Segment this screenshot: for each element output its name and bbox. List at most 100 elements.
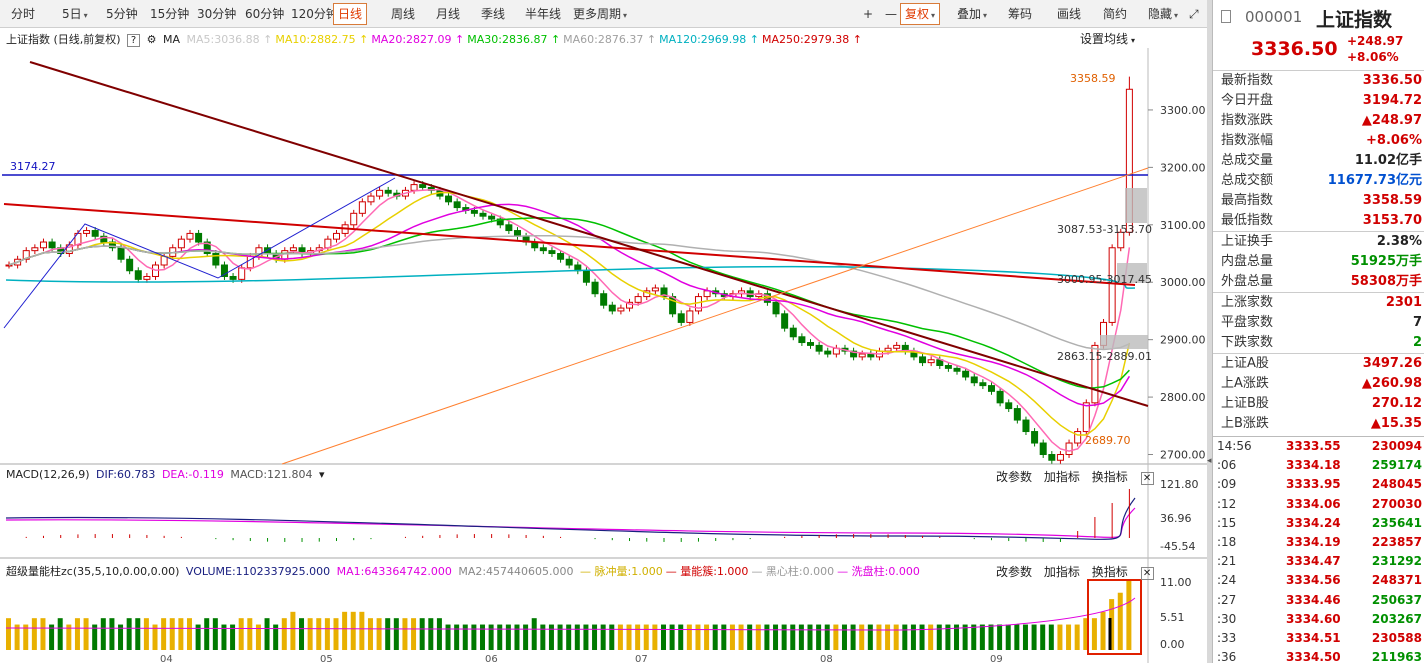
period-tab-0[interactable]: 分时 <box>11 7 36 21</box>
volume-param-button[interactable]: 改参数 <box>996 565 1033 579</box>
period-tab-10[interactable]: 季线 <box>481 7 506 21</box>
candle <box>1022 419 1030 433</box>
period-tab-5[interactable]: 60分钟 <box>245 7 285 21</box>
volume-bar <box>66 624 72 650</box>
ma-legend-item-5: MA120:2969.98 ↑ <box>659 33 759 46</box>
breadth-row: 下跌家数 2 <box>1213 333 1424 353</box>
stat-row: 总成交量 11.02亿手 <box>1213 151 1424 171</box>
tool-button-5[interactable]: 画线 <box>1057 7 1082 21</box>
period-tab-6[interactable]: 120分钟 <box>291 7 338 21</box>
tool-button-6[interactable]: 简约 <box>1103 7 1128 21</box>
stat-value: 3153.70 <box>1362 213 1422 228</box>
volume-bar <box>419 618 425 650</box>
turnover-row: 外盘总量 58308万手 <box>1213 272 1424 292</box>
volume-bar <box>74 618 80 650</box>
settings-ma-button[interactable]: 设置均线 ▾ <box>1080 32 1136 46</box>
tool-button-0[interactable]: + <box>863 7 874 21</box>
tick-volume: 259174 <box>1371 458 1422 473</box>
volume-add-button[interactable]: 加指标 <box>1043 565 1080 579</box>
volume-bar <box>118 624 124 650</box>
volume-bar <box>480 624 486 650</box>
macd-y-label: 36.96 <box>1160 512 1192 525</box>
period-tab-12[interactable]: 更多周期 ▾ <box>573 7 628 21</box>
tick-row: :21 3334.47 231292 <box>1213 552 1424 571</box>
turnover-label: 内盘总量 <box>1221 254 1274 269</box>
candle <box>39 241 47 249</box>
stat-row: 今日开盘 3194.72 <box>1213 91 1424 111</box>
candle <box>367 195 375 203</box>
ab-share-label: 上B涨跌 <box>1221 416 1269 431</box>
tool-button-3[interactable]: 叠加 ▾ <box>957 7 988 21</box>
candle <box>100 235 108 243</box>
period-tab-1[interactable]: 5日 ▾ <box>62 7 88 21</box>
stat-label: 指数涨跌 <box>1221 113 1274 128</box>
tick-time: :30 <box>1217 611 1237 626</box>
candle <box>815 344 823 352</box>
dea-line <box>5 507 1136 539</box>
candle <box>1117 231 1125 249</box>
candle <box>979 382 987 387</box>
volume-bar <box>816 624 822 650</box>
help-icon[interactable]: ? <box>127 34 141 47</box>
expand-icon[interactable]: ⤢ <box>1189 7 1199 21</box>
change-pct: +8.06% <box>1347 50 1399 64</box>
volume-bar <box>876 624 882 650</box>
breadth-row: 平盘家数 7 <box>1213 313 1424 333</box>
volume-bar <box>962 624 968 650</box>
chart-canvas[interactable]: 3300.00 3200.00 3100.00 3000.00 2900.00 2800.… <box>0 28 1207 663</box>
tool-button-7[interactable]: 隐藏 ▾ <box>1148 7 1179 21</box>
candle <box>453 201 461 209</box>
tool-button-1[interactable]: — <box>885 7 897 21</box>
tick-row: :06 3334.18 259174 <box>1213 456 1424 475</box>
period-tab-11[interactable]: 半年线 <box>525 7 562 21</box>
turnover-row: 上证换手 2.38% <box>1213 232 1424 252</box>
candle <box>919 356 927 364</box>
candle <box>996 390 1004 404</box>
tick-volume: 230094 <box>1371 439 1422 453</box>
period-tab-9[interactable]: 月线 <box>436 7 461 21</box>
volume-legend-item-0: — 脉冲量:1.000 <box>580 565 663 578</box>
collapse-arrow-icon[interactable]: ◂ <box>1207 456 1212 466</box>
candle <box>238 267 246 280</box>
panel-divider[interactable]: ◂ <box>1207 0 1212 663</box>
kline-chart-area[interactable]: 3300.00 3200.00 3100.00 3000.00 2900.00 2800.… <box>0 28 1207 663</box>
doc-icon[interactable] <box>1221 10 1231 23</box>
gear-icon[interactable]: ⚙ <box>146 33 157 46</box>
candle <box>781 313 789 329</box>
volume-switch-button[interactable]: 换指标 <box>1091 565 1128 579</box>
candle <box>987 385 995 392</box>
volume-bar <box>747 624 753 650</box>
volume-bar <box>1005 624 1011 650</box>
dropdown-icon[interactable]: ▾ <box>319 468 325 481</box>
close-icon[interactable]: ✕ <box>1140 567 1154 580</box>
period-tab-7[interactable]: 日线 <box>333 3 368 25</box>
tick-time: :18 <box>1217 534 1237 549</box>
volume-bar <box>824 624 830 650</box>
macd-switch-button[interactable]: 换指标 <box>1091 470 1128 484</box>
stat-value: 11677.73亿元 <box>1327 173 1422 188</box>
close-icon[interactable]: ✕ <box>1140 472 1154 485</box>
ma-legend-item-6: MA250:2979.38 ↑ <box>762 33 862 46</box>
macd-add-button[interactable]: 加指标 <box>1043 470 1080 484</box>
volume-bar <box>152 624 158 650</box>
ma10-line <box>8 191 1131 436</box>
volume-bar <box>359 611 365 650</box>
candle <box>505 224 513 232</box>
volume-bar <box>755 624 761 650</box>
stat-value: 11.02亿手 <box>1354 153 1422 168</box>
volume-bar <box>23 624 29 650</box>
period-tab-8[interactable]: 周线 <box>391 7 416 21</box>
period-tab-2[interactable]: 5分钟 <box>106 7 138 21</box>
tool-button-4[interactable]: 筹码 <box>1008 7 1033 21</box>
macd-param-button[interactable]: 改参数 <box>996 470 1033 484</box>
tick-time: :09 <box>1217 477 1237 492</box>
tick-volume: 230588 <box>1371 630 1422 645</box>
ab-share-label: 上证B股 <box>1221 396 1269 411</box>
tool-button-2[interactable]: 复权 ▾ <box>900 3 941 25</box>
volume-bar <box>40 618 46 650</box>
period-tab-4[interactable]: 30分钟 <box>197 7 237 21</box>
volume-bar <box>299 618 305 650</box>
candle <box>289 247 297 252</box>
period-tab-3[interactable]: 15分钟 <box>150 7 190 21</box>
candle <box>419 184 427 188</box>
